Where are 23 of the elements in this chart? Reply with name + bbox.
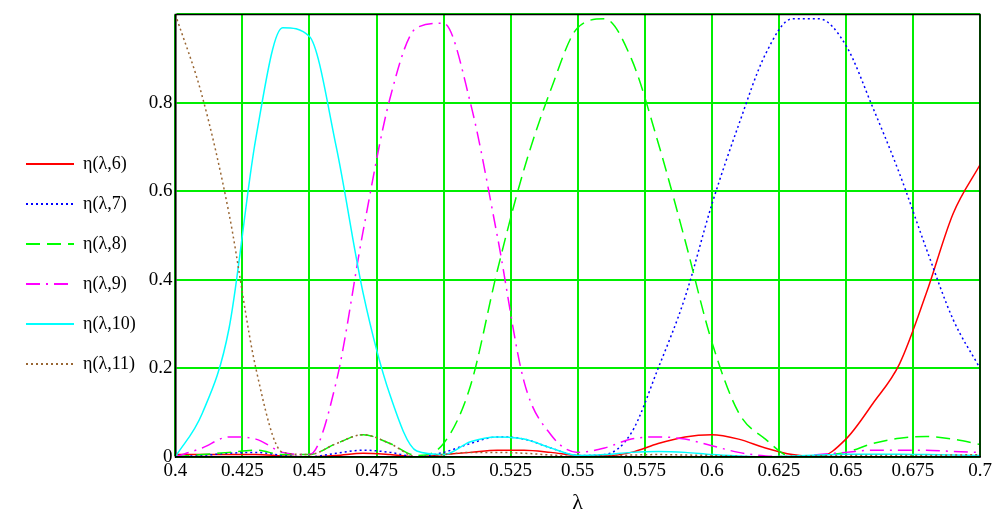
- x-tick-label: 0.6: [699, 459, 724, 481]
- x-axis-title: λ: [572, 488, 584, 514]
- x-tick-label: 0.5: [431, 459, 456, 481]
- y-tick-label: 0.4: [148, 267, 173, 289]
- legend-label: η(λ,10): [83, 312, 136, 334]
- x-tick-label: 0.475: [355, 459, 398, 481]
- x-tick-label: 0.525: [489, 459, 533, 481]
- x-tick-label: 0.65: [829, 459, 863, 481]
- x-tick-label: 0.675: [891, 459, 935, 481]
- x-tick-label: 0.45: [292, 459, 327, 481]
- x-tick-label: 0.425: [221, 459, 264, 481]
- x-tick-label: 0.625: [757, 459, 801, 481]
- y-tick-label: 0.2: [148, 356, 173, 378]
- legend-label: η(λ,11): [83, 352, 135, 374]
- legend-label: η(λ,9): [83, 272, 127, 294]
- y-tick-label: 0.6: [148, 179, 173, 201]
- legend-label: η(λ,8): [83, 232, 127, 254]
- legend-label: η(λ,7): [83, 192, 127, 214]
- y-tick-label: 0.8: [148, 90, 173, 112]
- x-tick-label: 0.55: [561, 459, 595, 481]
- x-tick-label: 0.575: [623, 459, 667, 481]
- x-tick-label: 0.7: [968, 459, 992, 481]
- legend-label: η(λ,6): [83, 152, 127, 174]
